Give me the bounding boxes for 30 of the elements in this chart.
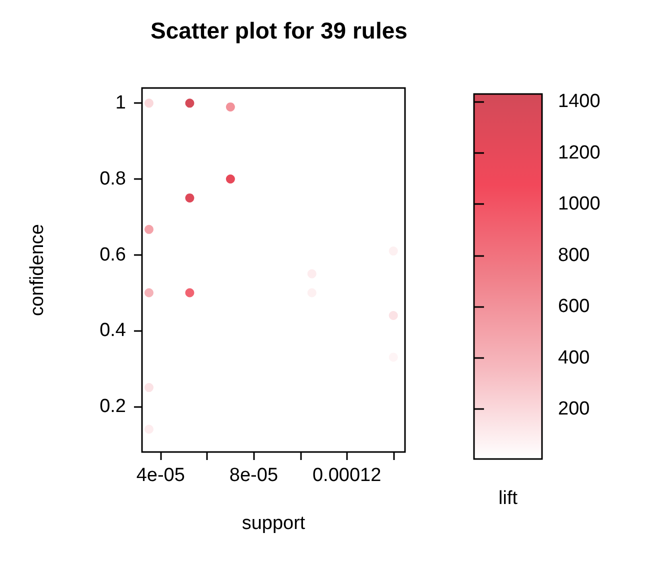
color-bar-label: 400 — [558, 347, 590, 368]
x-tick-label: 4e-05 — [136, 465, 185, 486]
point — [144, 224, 154, 234]
color-bar-label: 1000 — [558, 194, 600, 215]
color-bar-label: 600 — [558, 296, 590, 318]
x-tick-label: 8e-05 — [229, 465, 278, 486]
point — [144, 98, 154, 108]
point — [388, 311, 398, 320]
y-tick-label: 0.4 — [100, 320, 126, 342]
x-axis-title: support — [242, 513, 306, 534]
color-bar-label: 800 — [558, 244, 590, 266]
point — [226, 102, 235, 112]
color-bar-title: lift — [498, 488, 518, 509]
y-tick-label: 1 — [115, 92, 126, 114]
point — [185, 98, 194, 108]
point — [144, 424, 154, 434]
color-bar-label: 200 — [558, 398, 590, 420]
y-tick-label: 0.6 — [100, 244, 126, 266]
y-tick-label: 0.2 — [100, 396, 126, 417]
color-bar-label: 1200 — [558, 142, 600, 164]
point — [144, 288, 154, 298]
color-bar-label: 1400 — [558, 91, 600, 112]
point — [144, 383, 154, 392]
point — [226, 174, 235, 184]
x-tick-label: 0.00012 — [312, 465, 382, 486]
point — [185, 193, 194, 202]
chart-title: Scatter plot for 39 rules — [150, 18, 408, 44]
y-tick-label: 0.8 — [100, 168, 126, 190]
y-axis-title: confidence — [27, 224, 48, 316]
point — [185, 288, 194, 298]
